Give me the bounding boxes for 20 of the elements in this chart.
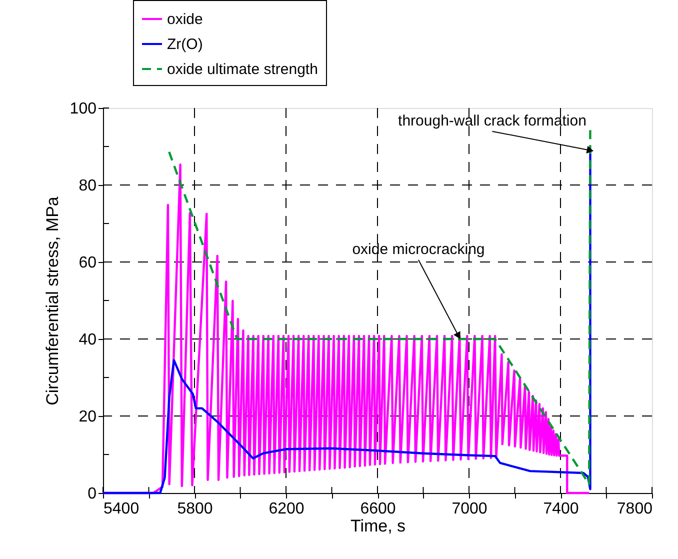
x-tick-label: 5400 [104,500,140,518]
x-tick-label: 5800 [177,500,213,518]
legend-label: Zr(O) [167,36,203,53]
y-tick-label: 80 [78,178,97,194]
x-axis-title: Time, s [350,516,406,536]
x-tick-label: 7000 [452,500,488,518]
legend-label: oxide ultimate strength [167,61,318,78]
y-tick-label: 40 [78,332,97,348]
x-tick-label: 7800 [616,500,653,518]
y-axis-title: Circumferential stress, MPa [42,196,62,406]
y-tick-label: 60 [78,254,97,272]
x-tick-label: 7400 [543,500,579,518]
legend-label: oxide [167,11,203,28]
y-tick-label: 0 [88,486,97,502]
annotation: through-wall crack formation [398,112,586,130]
y-tick-label: 100 [70,100,97,118]
y-tick-label: 20 [78,408,97,426]
x-tick-label: 6200 [268,500,304,518]
annotation: oxide microcracking [352,240,485,258]
x-tick-label: 6600 [360,500,396,518]
